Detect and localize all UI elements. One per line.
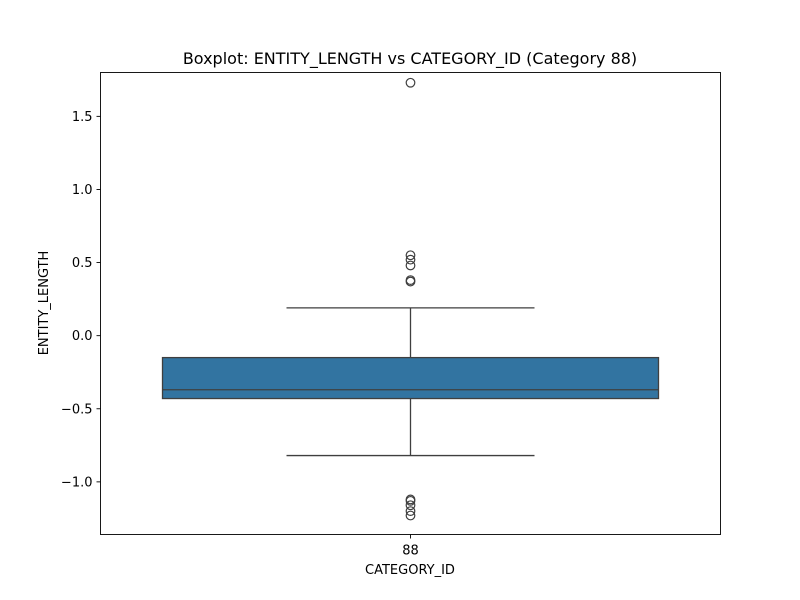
outlier-point <box>405 77 416 88</box>
outlier-point <box>405 510 416 521</box>
iqr-box <box>161 356 660 400</box>
x-axis-label: CATEGORY_ID <box>365 563 455 578</box>
y-tick-label: 1.0 <box>72 183 93 198</box>
y-tick-label: 0.5 <box>72 256 93 271</box>
outlier-point <box>405 506 416 517</box>
outlier-point <box>405 254 416 265</box>
y-axis: −1.0 −0.5 0.0 0.5 1.0 1.5 <box>61 110 101 490</box>
chart-title: Boxplot: ENTITY_LENGTH vs CATEGORY_ID (C… <box>183 49 637 69</box>
plot-area-frame <box>100 72 721 535</box>
x-axis: 88 <box>402 534 419 559</box>
outlier-point <box>405 260 416 271</box>
outlier-point <box>405 495 416 506</box>
y-tick-label: −1.0 <box>61 475 93 490</box>
outlier-point <box>405 276 416 287</box>
x-tick-label: 88 <box>402 544 419 559</box>
y-tick-label: −0.5 <box>61 402 93 417</box>
outlier-point <box>405 500 416 511</box>
outlier-point <box>405 250 416 261</box>
y-tick-label: 0.0 <box>72 329 93 344</box>
y-axis-label: ENTITY_LENGTH <box>37 251 52 356</box>
box-series <box>161 77 660 521</box>
y-tick-label: 1.5 <box>72 110 93 125</box>
